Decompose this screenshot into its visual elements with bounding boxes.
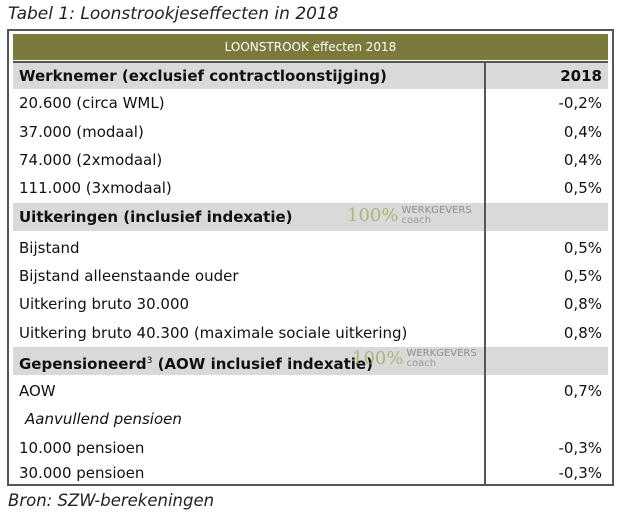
table-banner: LOONSTROOK effecten 2018 (13, 34, 608, 60)
row-label: 10.000 pensioen (19, 439, 145, 457)
effects-table: LOONSTROOK effecten 2018 Werknemer (excl… (7, 29, 614, 486)
row-label: 111.000 (3xmodaal) (19, 179, 172, 197)
column-divider (484, 61, 486, 486)
row-value: -0,2% (558, 94, 602, 112)
table-row: Bijstand 0,5% (13, 234, 608, 262)
table-row: Bijstand alleenstaande ouder 0,5% (13, 262, 608, 290)
row-value: 0,5% (563, 179, 602, 197)
row-label: 74.000 (2xmodaal) (19, 151, 163, 169)
section-title: Uitkeringen (inclusief indexatie) (19, 208, 293, 226)
year-header: 2018 (560, 67, 602, 85)
watermark-line1: WERKGEVERS (406, 347, 477, 359)
row-value: 0,5% (563, 267, 602, 285)
section-header-gepensioneerd: Gepensioneerd3 (AOW inclusief indexatie) (13, 347, 608, 375)
table-row: 10.000 pensioen -0,3% (13, 435, 608, 461)
table-row: 74.000 (2xmodaal) 0,4% (13, 146, 608, 174)
row-label: Bijstand (19, 239, 80, 257)
watermark-logo: 100% WERKGEVERS coach (347, 205, 472, 226)
row-value: -0,3% (558, 439, 602, 457)
table-row: AOW 0,7% (13, 377, 608, 405)
row-label: 20.600 (circa WML) (19, 94, 165, 112)
section-header-werknemer: Werknemer (exclusief contractloonstijgin… (13, 63, 608, 89)
section-title: Gepensioneerd3 (AOW inclusief indexatie) (19, 347, 373, 378)
section-header-uitkeringen: Uitkeringen (inclusief indexatie) (13, 203, 608, 231)
watermark-percent: 100% (352, 348, 404, 369)
table-row: 111.000 (3xmodaal) 0,5% (13, 174, 608, 202)
row-value: 0,8% (563, 324, 602, 342)
watermark-line1: WERKGEVERS (401, 204, 472, 216)
watermark-logo: 100% WERKGEVERS coach (352, 348, 477, 369)
watermark-line2: coach (401, 214, 432, 226)
divider (13, 61, 608, 63)
table-row: 30.000 pensioen -0,3% (13, 460, 608, 486)
table-caption: Tabel 1: Loonstrookjeseffecten in 2018 (8, 4, 339, 24)
row-value: 0,4% (563, 151, 602, 169)
row-label: Uitkering bruto 40.300 (maximale sociale… (19, 324, 408, 342)
source-note: Bron: SZW-berekeningen (8, 491, 215, 510)
section-title-rest: (AOW inclusief indexatie) (152, 355, 373, 373)
row-label: 37.000 (modaal) (19, 123, 144, 141)
section-title-main: Gepensioneerd (19, 355, 147, 373)
table-row: 37.000 (modaal) 0,4% (13, 118, 608, 146)
table-row: Uitkering bruto 30.000 0,8% (13, 290, 608, 318)
section-title: Werknemer (exclusief contractloonstijgin… (19, 67, 387, 85)
row-value: 0,4% (563, 123, 602, 141)
row-value: -0,3% (558, 464, 602, 482)
row-value: 0,5% (563, 239, 602, 257)
footnote-marker: 3 (146, 356, 153, 366)
table-row: Uitkering bruto 40.300 (maximale sociale… (13, 319, 608, 347)
row-label: Aanvullend pensioen (25, 410, 182, 428)
table-row: Aanvullend pensioen (13, 405, 608, 433)
row-label: AOW (19, 382, 56, 400)
watermark-line2: coach (406, 357, 437, 369)
row-value: 0,7% (563, 382, 602, 400)
table-row: 20.600 (circa WML) -0,2% (13, 89, 608, 117)
row-label: Bijstand alleenstaande ouder (19, 267, 239, 285)
row-value: 0,8% (563, 295, 602, 313)
watermark-percent: 100% (347, 205, 399, 226)
row-label: 30.000 pensioen (19, 464, 145, 482)
row-label: Uitkering bruto 30.000 (19, 295, 190, 313)
